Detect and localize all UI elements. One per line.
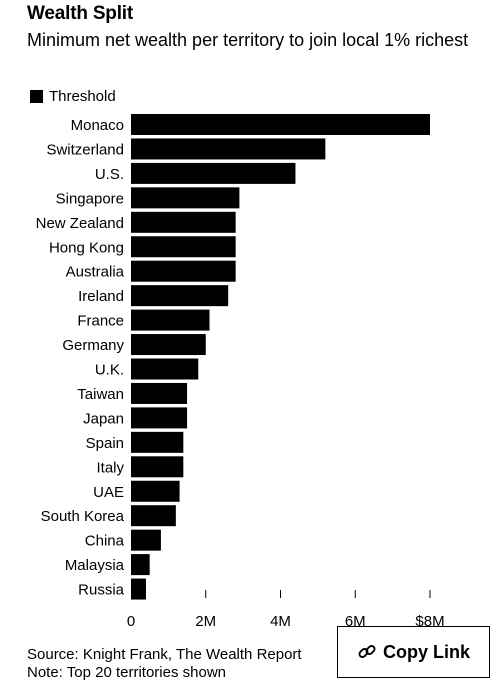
category-label: Italy [96,459,124,476]
category-label: Spain [86,435,124,452]
bar [131,138,326,160]
legend-label: Threshold [49,88,116,105]
category-label: Russia [78,582,125,599]
category-label: Ireland [78,288,124,305]
bar [131,309,210,331]
link-icon [357,642,377,662]
bar [131,211,236,233]
bar [131,554,150,576]
copy-link-label: Copy Link [382,641,470,662]
category-label: Taiwan [77,386,124,403]
category-label: U.S. [95,166,124,183]
category-label: France [77,313,124,330]
category-label: UAE [93,484,124,501]
chart-subtitle: Minimum net wealth per territory to join… [27,30,469,50]
category-label: Hong Kong [49,239,124,256]
chart-title: Wealth Split [27,3,133,24]
bar [131,162,296,184]
bar [131,114,430,135]
bar [131,260,236,282]
category-label: Switzerland [46,141,124,158]
legend-swatch [30,90,43,103]
x-tick-label: 0 [127,613,135,630]
bar [131,407,188,429]
bar-chart: Monaco Switzerland U.S. Singapore New Zealan… [36,114,445,630]
bar [131,529,161,551]
x-tick-label: 2M [195,613,216,630]
bar [131,382,188,404]
bar [131,480,180,502]
category-label: Monaco [71,117,124,134]
x-tick-label: $8M [415,613,444,630]
category-label: New Zealand [36,215,124,232]
bar [131,334,206,356]
chart-footer: Source: Knight Frank, The Wealth Report … [27,646,302,682]
category-label: Malaysia [65,557,125,574]
legend: Threshold [30,88,116,105]
territories-note: Note: Top 20 territories shown [27,664,226,681]
bar [131,578,146,600]
x-tick-label: 6M [345,613,366,630]
bar [131,187,240,209]
bar [131,505,176,527]
category-label: Singapore [56,190,124,207]
category-label: Germany [62,337,124,354]
category-label: China [85,533,125,550]
bar [131,236,236,258]
category-label: Japan [83,410,124,427]
bar [131,358,199,380]
category-label: South Korea [41,508,125,525]
bar [131,431,184,453]
bar [131,285,229,307]
copy-link-button[interactable]: Copy Link [337,626,490,678]
category-label: Australia [66,264,125,281]
source-note: Source: Knight Frank, The Wealth Report [27,646,302,663]
category-label: U.K. [95,362,124,379]
bar [131,456,184,478]
x-tick-label: 4M [270,613,291,630]
